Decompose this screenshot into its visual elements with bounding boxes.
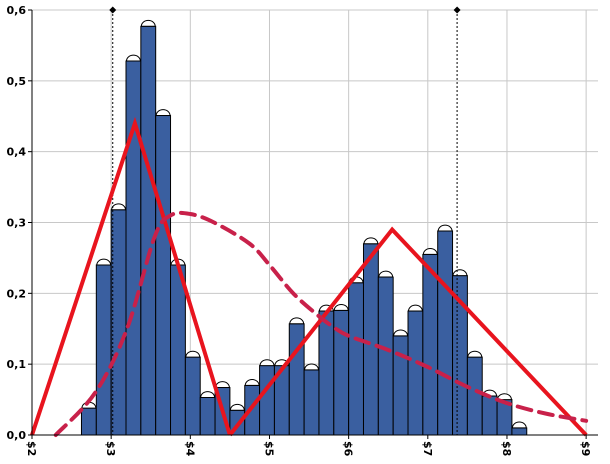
bar-cap <box>185 350 201 358</box>
triangle-overlays <box>30 116 588 437</box>
diamond-marker <box>453 6 461 14</box>
y-tick-label: 0,2 <box>7 287 27 300</box>
histogram-bar <box>184 356 201 436</box>
x-tick-labels: $2 $3 $4 $5 $6 $7 $8 $9 <box>25 441 592 457</box>
bar-cap <box>111 203 127 211</box>
density-curve <box>53 210 589 437</box>
histogram-bar <box>288 323 305 436</box>
x-tick-label: $2 <box>25 441 38 456</box>
axes <box>28 9 598 439</box>
y-tick-labels: 0,0 0,1 0,2 0,3 0,4 0,5 0,6 <box>7 4 27 442</box>
y-tick-label: 0,4 <box>7 146 27 159</box>
bar-cap <box>229 403 245 411</box>
y-tick-label: 0,3 <box>7 217 27 230</box>
bar-cap <box>437 224 453 232</box>
bar-cap <box>215 381 230 389</box>
y-tick-label: 0,5 <box>7 75 27 88</box>
histogram-bar <box>259 365 275 436</box>
histogram-bar <box>199 396 216 436</box>
bar-cap <box>511 421 527 429</box>
histogram-bar <box>466 356 483 436</box>
y-tick-label: 0,6 <box>7 4 27 17</box>
x-tick-label: $3 <box>104 441 117 456</box>
histogram-bar <box>362 243 379 436</box>
bar-cap <box>497 393 512 401</box>
histogram-bars <box>80 19 528 436</box>
reference-markers <box>109 6 461 435</box>
bar-cap <box>363 237 379 245</box>
bar-cap <box>452 269 468 277</box>
bar-cap <box>304 363 319 371</box>
x-tick-label: $9 <box>579 441 592 456</box>
bar-cap <box>467 350 483 358</box>
bar-cap <box>422 248 438 255</box>
bar-cap <box>200 391 216 398</box>
histogram-bar <box>511 427 528 436</box>
x-tick-label: $4 <box>183 441 196 457</box>
histogram-bar <box>422 253 439 436</box>
bar-cap <box>126 54 141 62</box>
bar-cap <box>393 329 409 337</box>
y-tick-label: 0,1 <box>7 358 27 371</box>
histogram-bar <box>80 407 97 436</box>
histogram-bar <box>318 310 335 436</box>
histogram-bar <box>303 369 320 436</box>
x-tick-label: $7 <box>421 441 434 456</box>
bar-cap <box>140 19 156 27</box>
histogram-bar <box>110 209 127 436</box>
triangle-line <box>30 116 232 436</box>
x-tick-label: $6 <box>342 441 355 457</box>
dashed-density-curve <box>53 210 589 437</box>
histogram-bar <box>155 115 172 436</box>
x-tick-label: $5 <box>262 441 275 456</box>
histogram-bar <box>140 25 157 436</box>
triangle-line <box>228 226 588 437</box>
bar-cap <box>378 270 394 278</box>
bar-cap <box>333 304 349 311</box>
histogram-bar <box>377 276 394 436</box>
bar-cap <box>289 317 305 325</box>
bar-cap <box>244 379 260 386</box>
histogram-bar <box>348 282 364 436</box>
diamond-marker <box>109 6 117 14</box>
x-tick-label: $8 <box>500 441 513 456</box>
bar-cap <box>155 109 171 117</box>
histogram-bar <box>437 230 454 436</box>
histogram-bar <box>95 264 112 436</box>
histogram-bar <box>170 264 186 436</box>
y-tick-label: 0,0 <box>7 429 27 442</box>
bar-cap <box>96 258 112 266</box>
histogram-bar <box>481 395 498 436</box>
bar-cap <box>259 359 275 367</box>
histogram-bar <box>407 310 424 436</box>
histogram-bar <box>392 335 409 436</box>
histogram-bar <box>125 60 142 436</box>
bar-cap <box>408 304 423 312</box>
